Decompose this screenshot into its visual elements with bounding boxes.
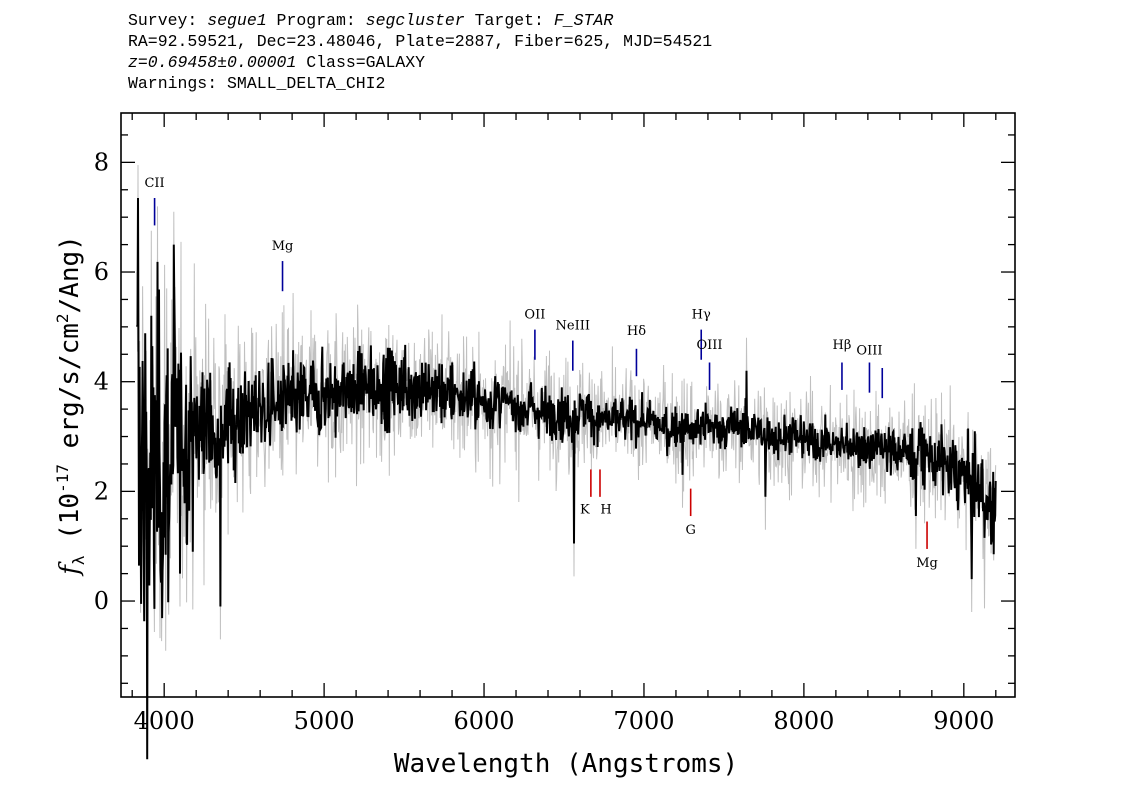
x-axis-title: Wavelength (Angstroms) [394, 749, 738, 779]
program-label: Program: [276, 11, 356, 30]
x-tick-label: 5000 [294, 707, 355, 735]
header-line-3: z=0.69458±0.00001 Class=GALAXY [128, 52, 712, 73]
target-label: Target: [474, 11, 544, 30]
x-tick-label: 8000 [773, 707, 834, 735]
y-tick-label: 0 [94, 587, 109, 615]
program-value: segcluster [365, 11, 465, 30]
emission-label-1: Mg [272, 239, 294, 254]
y-axis-exponent: -17 [53, 464, 72, 493]
y-axis-units: erg/s/cm [55, 323, 85, 464]
flux-spectrum [136, 197, 997, 760]
emission-label-7: Hβ [833, 338, 852, 353]
class-value: Class=GALAXY [306, 53, 426, 72]
target-value: F_STAR [553, 11, 614, 30]
x-tick-label: 9000 [933, 707, 994, 735]
header-coords: RA=92.59521, Dec=23.48046, Plate=2887, F… [128, 32, 713, 51]
emission-label-2: OII [524, 308, 545, 323]
absorption-label-2: G [685, 523, 695, 538]
x-tick-label: 7000 [613, 707, 674, 735]
header-line-1: Survey: segue1 Program: segcluster Targe… [128, 10, 712, 31]
plot-frame [120, 112, 1016, 698]
emission-label-4: Hδ [627, 324, 646, 339]
emission-label-0: CII [144, 176, 164, 191]
emission-label-5: Hγ [692, 308, 711, 323]
y-tick-label: 4 [94, 368, 109, 396]
survey-value: segue1 [207, 11, 267, 30]
emission-label-8: OIII [856, 343, 882, 358]
x-tick-label: 4000 [134, 707, 195, 735]
y-axis-exponent-2: 2 [53, 313, 72, 323]
y-tick-label: 8 [94, 148, 109, 176]
survey-label: Survey: [128, 11, 198, 30]
y-tick-label: 2 [94, 477, 109, 505]
x-tick-label: 6000 [453, 707, 514, 735]
spectral-line-markers: CII Mg OII NeIII Hδ Hγ OIII Hβ OIII K H G Mg [144, 176, 937, 571]
flux-trace [136, 197, 997, 760]
emission-label-6: OIII [696, 338, 722, 353]
spectrum-header: Survey: segue1 Program: segcluster Targe… [128, 10, 712, 94]
y-axis-subscript: λ [69, 555, 88, 565]
y-tick-label: 6 [94, 258, 109, 286]
emission-label-3: NeIII [556, 319, 590, 334]
y-axis-open: (10 [55, 493, 85, 556]
absorption-label-3: Mg [916, 556, 938, 571]
redshift-value: z=0.69458±0.00001 [128, 53, 297, 72]
plot-axes: 4000 5000 6000 7000 8000 9000 0 2 4 6 8 [94, 112, 1016, 735]
y-axis-close: /Ang) [55, 235, 85, 313]
absorption-label-0: K [580, 502, 590, 517]
absorption-label-1: H [600, 502, 611, 517]
y-axis-title: fλ (10-17 erg/s/cm2/Ang) [53, 235, 88, 577]
header-warnings: Warnings: SMALL_DELTA_CHI2 [128, 74, 386, 93]
